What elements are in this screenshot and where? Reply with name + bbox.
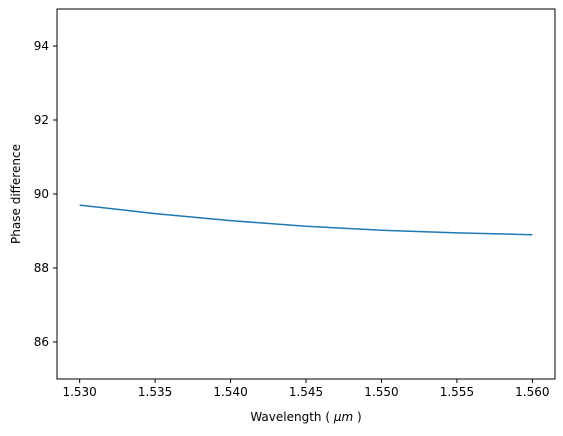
x-axis-label-text: Wavelength — [250, 410, 321, 424]
y-tick-label: 86 — [34, 335, 49, 349]
y-axis-label: Phase difference — [9, 144, 23, 244]
x-axis-label-close-paren: ) — [357, 410, 362, 424]
x-axis-label-unit: μm — [333, 410, 353, 424]
y-tick-label: 92 — [34, 113, 49, 127]
x-axis-label-open-paren: ( — [325, 410, 330, 424]
x-tick-label: 1.535 — [138, 385, 172, 399]
series-line-0 — [79, 204, 533, 236]
y-tick-label: 88 — [34, 261, 49, 275]
x-tick-label: 1.530 — [62, 385, 96, 399]
x-tick-label: 1.555 — [440, 385, 474, 399]
plot-area — [56, 8, 556, 380]
x-axis: 1.530 1.535 1.540 1.545 1.550 1.555 1.560 — [62, 379, 550, 399]
y-tick-label: 94 — [34, 39, 49, 53]
series-layer — [79, 204, 533, 236]
x-tick-label: 1.550 — [364, 385, 398, 399]
y-tick-label: 90 — [34, 187, 49, 201]
x-axis-label: Wavelength ( μm ) — [250, 410, 361, 424]
x-tick-label: 1.560 — [515, 385, 549, 399]
x-tick-label: 1.540 — [213, 385, 247, 399]
plot-frame — [56, 8, 556, 380]
y-axis: 86 88 90 92 94 — [34, 39, 57, 349]
x-tick-label: 1.545 — [289, 385, 323, 399]
